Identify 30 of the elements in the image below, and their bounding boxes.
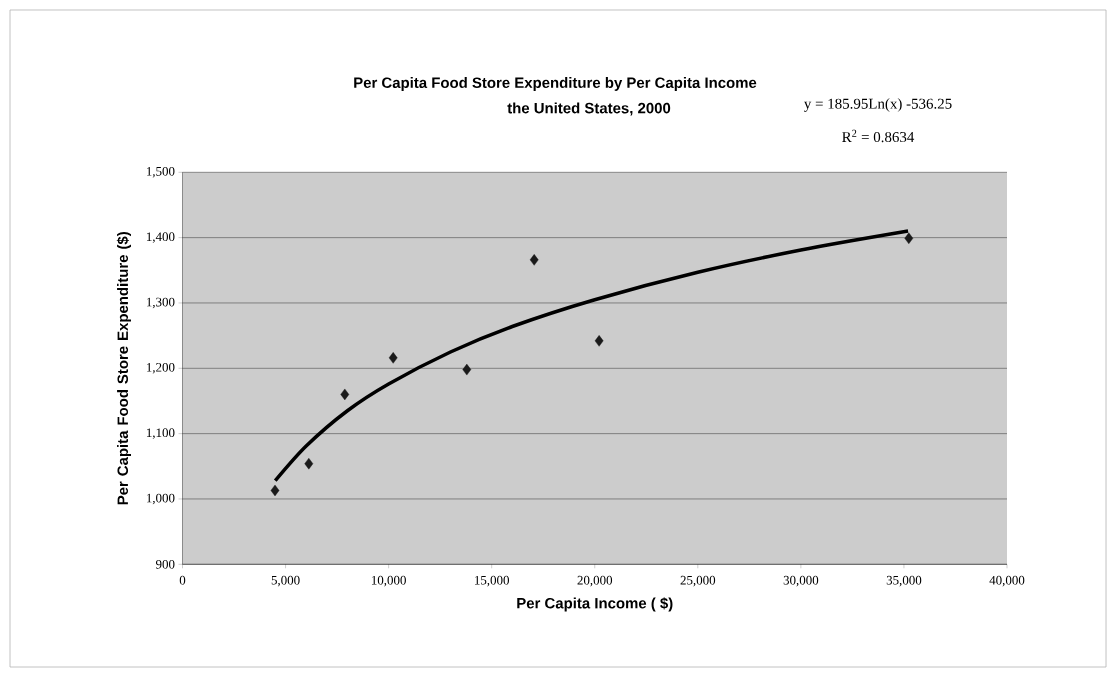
chart-title: Per Capita Food Store Expenditure by Per Capita Income: [354, 77, 757, 91]
point: [340, 388, 350, 401]
x-tick-label: 40,000: [989, 575, 1025, 587]
point: [594, 335, 604, 347]
x-tick-label: 10,000: [371, 575, 406, 587]
y-tick-label: 900: [155, 559, 175, 569]
point: [304, 457, 314, 470]
x-tick-label: 25,000: [680, 575, 716, 587]
point: [388, 352, 398, 364]
x-tick-label: 20,000: [577, 575, 613, 587]
x-tick-label: 0: [179, 575, 186, 585]
point: [270, 484, 280, 497]
point: [529, 254, 539, 266]
y-tick-label: 1,300: [146, 297, 175, 309]
y-axis-title: Per Capita Food Store Expenditure ($): [116, 232, 131, 505]
x-axis-title: Per Capita Income ( $): [517, 597, 673, 612]
x-tick-label: 15,000: [475, 575, 510, 587]
x-tick-label: 35,000: [886, 575, 922, 587]
y-tick-label: 1,000: [146, 493, 175, 505]
point: [462, 363, 472, 376]
text: R$^{2}$ = 0.8634: [842, 129, 915, 143]
text: y = 185.95Ln(x) -536.25: [804, 98, 952, 112]
point: [904, 232, 914, 244]
x-tick-label: 30,000: [783, 575, 819, 587]
chart-subtitle: the United States, 2000: [507, 102, 671, 116]
y-tick-label: 1,100: [146, 428, 175, 439]
x-tick-label: 5,000: [271, 575, 300, 587]
y-tick-label: 1,500: [146, 167, 175, 178]
y-tick-label: 1,400: [146, 232, 175, 243]
y-tick-label: 1,200: [146, 363, 175, 374]
